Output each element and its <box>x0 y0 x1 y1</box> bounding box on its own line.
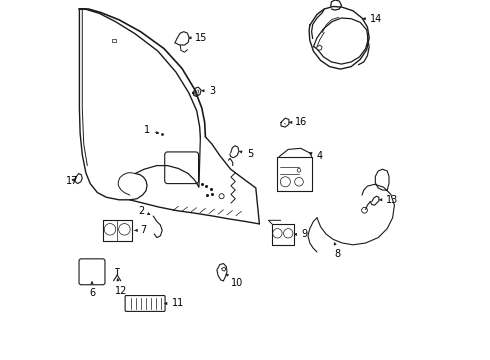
Text: 1: 1 <box>144 125 159 135</box>
Bar <box>112 39 116 42</box>
Text: 12: 12 <box>115 279 127 296</box>
Text: 11: 11 <box>165 298 184 309</box>
Text: 5: 5 <box>240 149 253 159</box>
Text: 10: 10 <box>226 274 244 288</box>
Text: 14: 14 <box>363 14 383 24</box>
Text: 7: 7 <box>135 225 147 235</box>
Text: 17: 17 <box>66 176 78 186</box>
Text: 8: 8 <box>334 243 341 259</box>
Text: 9: 9 <box>294 229 308 239</box>
Text: 15: 15 <box>189 33 208 43</box>
Text: 6: 6 <box>89 282 95 298</box>
Text: 4: 4 <box>310 150 322 161</box>
Text: 13: 13 <box>380 195 398 205</box>
Text: 2: 2 <box>138 206 150 216</box>
Text: 3: 3 <box>202 86 215 96</box>
Text: 16: 16 <box>290 117 308 127</box>
